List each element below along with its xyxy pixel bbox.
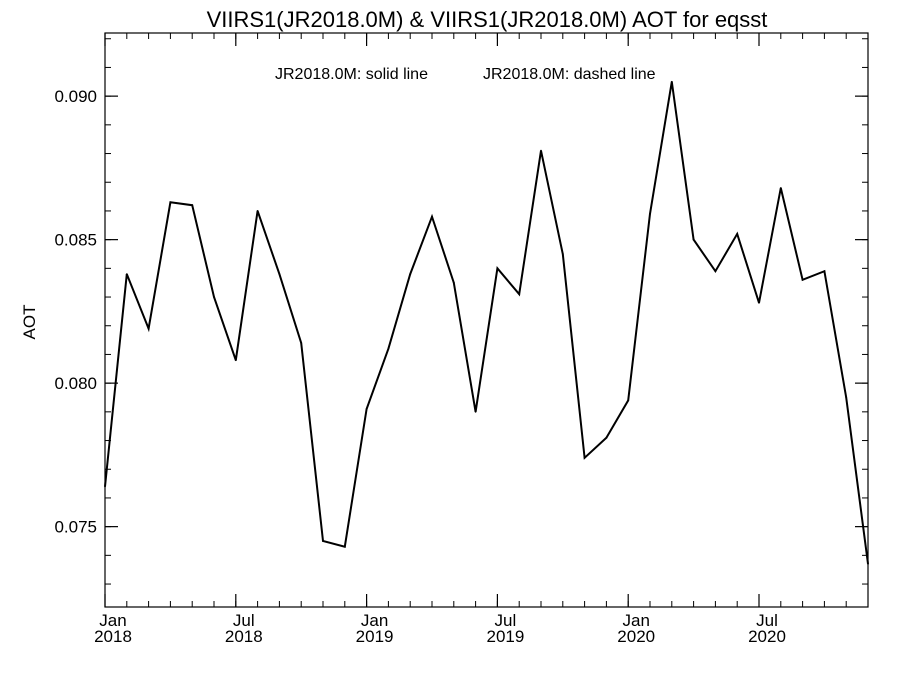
data-point [561, 253, 564, 255]
series-line-solid [104, 81, 869, 565]
data-point [300, 342, 303, 344]
x-tick-label-month: Jul [495, 611, 517, 630]
data-point [649, 212, 651, 215]
x-tick-label-month: Jul [233, 611, 255, 630]
y-tick-label: 0.090 [54, 87, 97, 106]
x-tick-label-year: 2019 [486, 627, 524, 646]
series-layer [104, 80, 869, 565]
data-point [387, 347, 390, 350]
data-point [496, 267, 499, 270]
data-point [583, 456, 586, 459]
data-point [278, 273, 281, 275]
data-point [256, 210, 259, 212]
data-point [758, 301, 760, 304]
data-point [452, 281, 455, 284]
chart-title: VIIRS1(JR2018.0M) & VIIRS1(JR2018.0M) AO… [207, 7, 768, 32]
y-tick-label: 0.085 [54, 231, 97, 250]
y-tick-label: 0.075 [54, 518, 97, 537]
data-point [213, 296, 215, 298]
x-tick-label-month: Jan [99, 611, 126, 630]
data-point [191, 204, 194, 207]
x-tick-label-year: 2018 [94, 627, 132, 646]
data-point [779, 187, 782, 189]
data-point [104, 485, 106, 488]
data-point [147, 327, 150, 330]
x-tick-label-year: 2019 [356, 627, 394, 646]
y-axis-label: AOT [20, 305, 39, 340]
x-tick-label-month: Jan [622, 611, 649, 630]
x-axis-ticks: Jan2018Jul2018Jan2019Jul2019Jan2020Jul20… [94, 33, 786, 646]
data-point [234, 359, 237, 362]
data-point [801, 278, 804, 281]
x-tick-label-year: 2020 [617, 627, 655, 646]
data-point [736, 233, 739, 235]
x-minor-ticks [104, 33, 869, 607]
annotation-dashed-line: JR2018.0M: dashed line [483, 66, 656, 83]
x-tick-label-year: 2020 [748, 627, 786, 646]
x-tick-label-month: Jan [361, 611, 388, 630]
data-point [431, 215, 433, 218]
y-axis-ticks: 0.075 0.080 0.085 0.090 [54, 87, 868, 537]
data-point [845, 396, 848, 399]
data-point [322, 540, 324, 542]
data-point [365, 408, 368, 410]
data-point [605, 436, 608, 439]
data-point [823, 270, 826, 273]
annotation-solid-line: JR2018.0M: solid line [275, 66, 428, 83]
data-point [692, 238, 695, 241]
data-point [714, 270, 717, 273]
data-point [627, 399, 630, 402]
data-point [540, 149, 542, 152]
y-tick-label: 0.080 [54, 374, 97, 393]
x-tick-label-year: 2018 [225, 627, 263, 646]
data-point [474, 410, 477, 413]
data-point [409, 273, 412, 275]
data-point [670, 80, 673, 83]
data-point [867, 563, 869, 565]
data-point [518, 293, 521, 296]
plot-frame [104, 32, 869, 608]
data-point [125, 273, 128, 275]
data-point [169, 201, 172, 204]
x-tick-label-month: Jul [756, 611, 778, 630]
data-point [343, 545, 346, 548]
